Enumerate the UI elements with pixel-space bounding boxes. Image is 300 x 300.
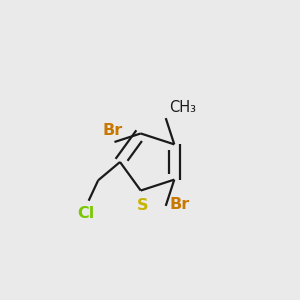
Text: Br: Br — [103, 123, 123, 138]
Text: Cl: Cl — [77, 206, 94, 221]
Text: CH₃: CH₃ — [169, 100, 196, 115]
Text: S: S — [136, 198, 148, 213]
Text: Br: Br — [169, 197, 190, 212]
